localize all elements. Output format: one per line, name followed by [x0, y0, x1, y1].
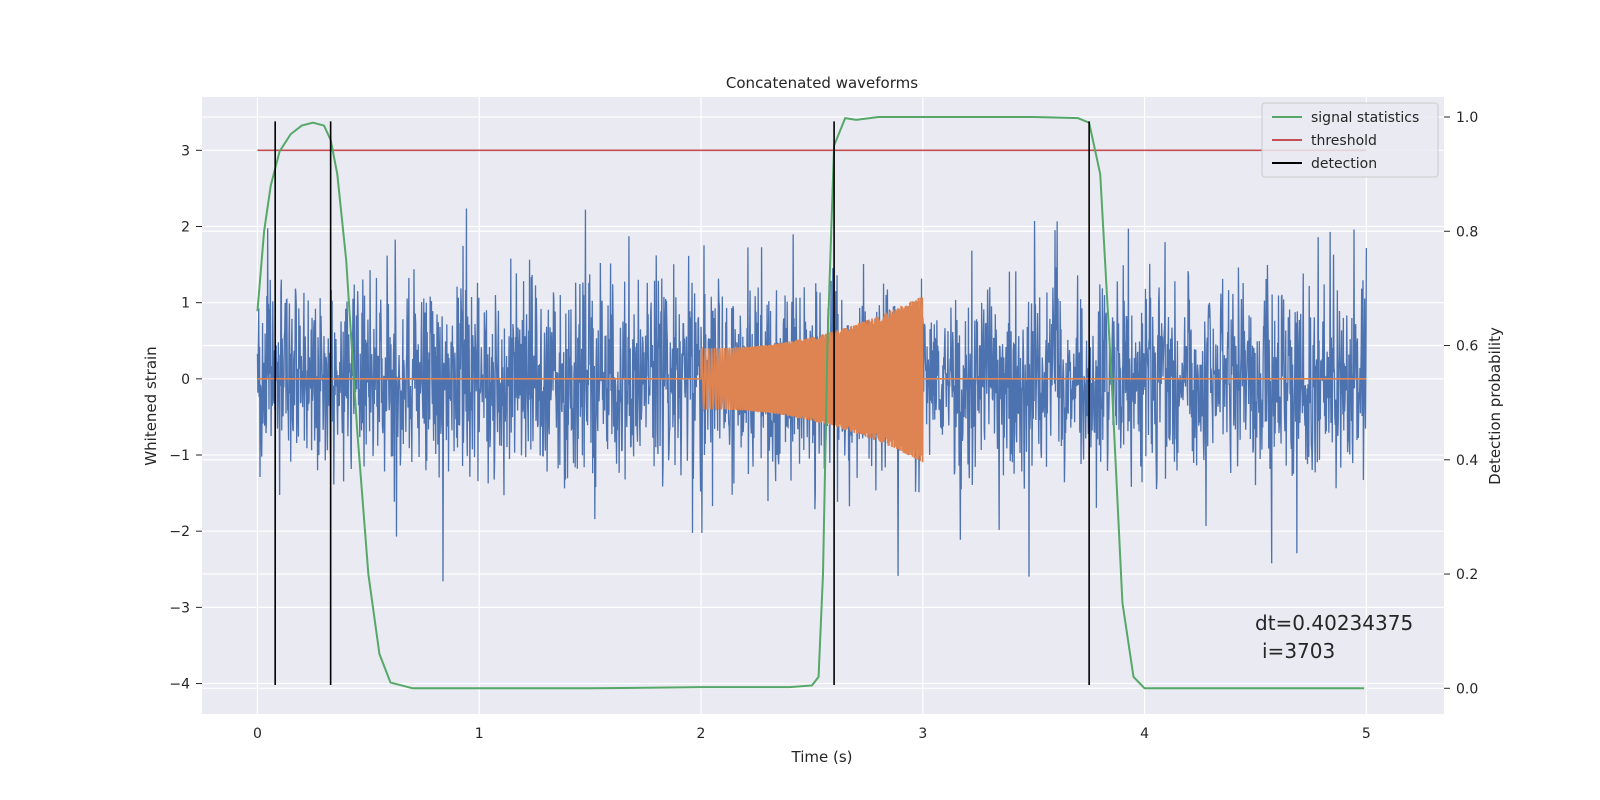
y2-axis-label: Detection probability: [1486, 327, 1504, 485]
y2-tick-label: 0.6: [1456, 339, 1478, 355]
y2-tick-label: 1.0: [1456, 110, 1478, 126]
legend-label-detection: detection: [1311, 156, 1377, 172]
y2-tick-label: 0.2: [1456, 567, 1478, 583]
y-tick-label: −4: [169, 677, 190, 693]
y-tick-label: 3: [181, 143, 190, 159]
y-tick-label: 2: [181, 219, 190, 235]
y-axis: 3 2 1 0 −1 −2 −3 −4: [169, 143, 202, 693]
chart-title: Concatenated waveforms: [726, 74, 918, 92]
x-axis-label: Time (s): [791, 748, 853, 766]
legend-label-threshold: threshold: [1311, 133, 1377, 149]
annotation-i: i=3703: [1262, 639, 1335, 663]
y-tick-label: −1: [169, 448, 190, 464]
x-tick-label: 1: [475, 726, 484, 742]
signal-statistics-line: [256, 116, 1365, 690]
y-tick-label: −3: [169, 600, 190, 616]
data-layer: [256, 116, 1368, 690]
y2-axis: 1.0 0.8 0.6 0.4 0.2 0.0: [1444, 110, 1478, 697]
annotation-dt: dt=0.40234375: [1255, 611, 1413, 635]
series-chirp: [257, 297, 1367, 463]
x-tick-label: 0: [253, 726, 262, 742]
x-tick-label: 2: [697, 726, 706, 742]
x-tick-label: 3: [918, 726, 927, 742]
y-axis-label: Whitened strain: [142, 346, 160, 465]
x-tick-label: 4: [1140, 726, 1149, 742]
legend-label-signal-statistics: signal statistics: [1311, 110, 1419, 126]
y-tick-label: 0: [181, 372, 190, 388]
x-axis: 0 1 2 3 4 5: [253, 726, 1371, 742]
y2-tick-label: 0.4: [1456, 453, 1478, 469]
y-tick-label: 1: [181, 296, 190, 312]
legend: signal statistics threshold detection: [1261, 102, 1439, 178]
y2-tick-label: 0.8: [1456, 224, 1478, 240]
x-tick-label: 5: [1362, 726, 1371, 742]
legend-box: [1261, 102, 1439, 178]
y-tick-label: −2: [169, 524, 190, 540]
y2-tick-label: 0.0: [1456, 681, 1478, 697]
